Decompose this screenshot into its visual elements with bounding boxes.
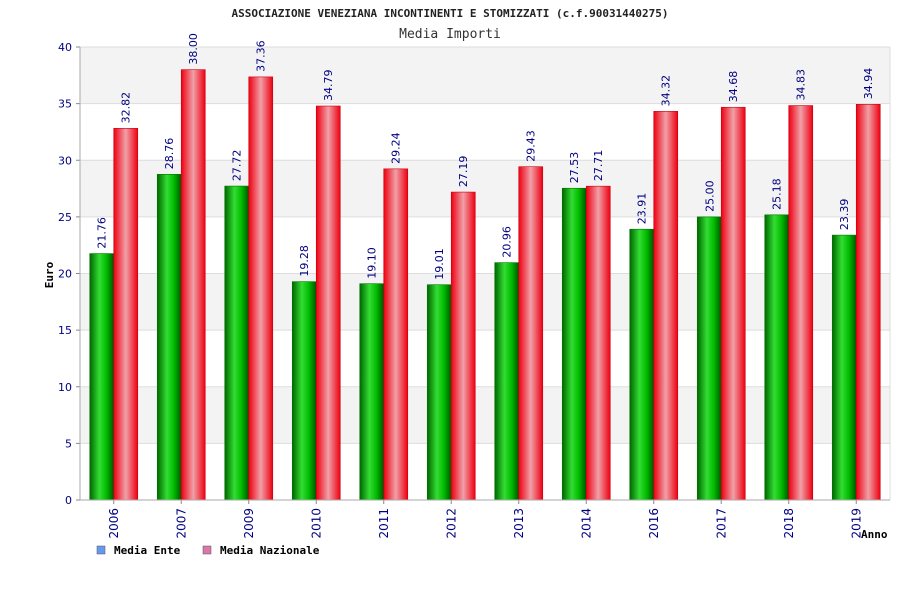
bar-media-nazionale-2012 (450, 191, 476, 501)
x-tick-label: 2017 (714, 508, 728, 539)
legend-label-media-nazionale: Media Nazionale (220, 544, 320, 557)
value-label: 29.24 (390, 132, 403, 164)
x-axis: 2006 2007 2009 2010 2011 2012 2013 2014 2016 2017… (80, 499, 890, 539)
bar-media-nazionale-2007 (180, 69, 206, 501)
y-tick-label: 30 (58, 154, 72, 167)
bar-media-ente-2018 (764, 214, 790, 501)
value-label: 32.82 (120, 92, 133, 124)
value-label: 34.94 (862, 68, 875, 100)
bar-media-nazionale-2006 (113, 128, 139, 501)
bar-media-ente-2010 (291, 281, 317, 501)
bar-media-nazionale-2018 (788, 105, 814, 501)
value-label: 34.83 (795, 69, 808, 101)
chart-subtitle: Media Importi (399, 27, 501, 42)
value-label: 27.71 (592, 150, 605, 182)
y-tick-label: 5 (65, 437, 72, 450)
x-tick-label: 2019 (849, 508, 863, 539)
y-tick-label: 25 (58, 211, 72, 224)
value-label: 38.00 (187, 33, 200, 65)
y-tick-label: 20 (58, 268, 72, 281)
value-label: 34.68 (727, 71, 740, 103)
value-label: 20.96 (501, 226, 514, 258)
x-tick-label: 2006 (107, 508, 121, 539)
value-label: 23.91 (636, 193, 649, 225)
chart-title: ASSOCIAZIONE VENEZIANA INCONTINENTI E ST… (231, 7, 668, 20)
x-tick-label: 2012 (444, 508, 458, 539)
plot-band (80, 47, 890, 104)
bar-media-nazionale-2009 (248, 76, 274, 501)
bar-media-ente-2014 (561, 187, 587, 501)
value-label: 19.28 (298, 245, 311, 277)
legend-swatch-media-nazionale (202, 545, 212, 555)
x-tick-label: 2011 (377, 508, 391, 539)
bar-media-nazionale-2010 (315, 105, 341, 501)
value-label: 37.36 (255, 40, 268, 72)
value-label: 23.39 (838, 199, 851, 231)
x-tick-label: 2014 (579, 508, 593, 539)
bar-media-nazionale-2016 (653, 111, 679, 501)
bar-media-ente-2012 (426, 284, 452, 501)
x-tick-label: 2009 (242, 508, 256, 539)
value-label: 29.43 (525, 130, 538, 162)
bar-media-nazionale-2017 (720, 106, 746, 501)
y-tick-label: 10 (58, 381, 72, 394)
bar-media-nazionale-2011 (383, 168, 409, 501)
plot-band (80, 330, 890, 387)
bar-media-nazionale-2014 (585, 185, 611, 501)
y-tick-label: 15 (58, 324, 72, 337)
x-tick-label: 2018 (782, 508, 796, 539)
x-tick-label: 2010 (309, 508, 323, 539)
value-label: 27.72 (231, 150, 244, 182)
legend: Media Ente Media Nazionale (96, 544, 320, 557)
bar-media-ente-2013 (494, 262, 520, 501)
plot-band (80, 160, 890, 217)
y-tick-label: 35 (58, 98, 72, 111)
bar-media-ente-2007 (156, 173, 182, 501)
y-tick-label: 0 (65, 494, 72, 507)
x-tick-label: 2007 (174, 508, 188, 539)
y-tick-label: 40 (58, 41, 72, 54)
value-label: 27.19 (457, 156, 470, 188)
bar-media-ente-2011 (359, 283, 385, 501)
legend-label-media-ente: Media Ente (114, 544, 181, 557)
value-label: 19.10 (366, 247, 379, 279)
bar-media-nazionale-2019 (855, 104, 881, 501)
value-label: 25.18 (771, 178, 784, 210)
value-label: 27.53 (568, 152, 581, 184)
plot-band (80, 273, 890, 331)
x-axis-label: Anno (861, 528, 888, 541)
x-tick-label: 2016 (647, 508, 661, 539)
y-axis-label: Euro (43, 261, 56, 288)
bar-media-ente-2016 (629, 228, 655, 501)
plot-background (80, 47, 890, 500)
value-label: 28.76 (163, 138, 176, 170)
bar-media-ente-2017 (696, 216, 722, 501)
x-tick-label: 2013 (512, 508, 526, 539)
plot-band (80, 103, 890, 161)
legend-swatch-media-ente (96, 545, 106, 555)
bar-media-nazionale-2013 (518, 166, 544, 501)
value-label: 34.79 (322, 70, 335, 102)
plot-band (80, 386, 890, 444)
bar-media-ente-2009 (224, 185, 250, 501)
value-label: 34.32 (660, 75, 673, 107)
bar-media-ente-2006 (89, 253, 115, 501)
value-label: 21.76 (96, 217, 109, 249)
bar-media-ente-2019 (831, 234, 857, 501)
y-axis: 0 5 10 15 20 25 30 35 40 (58, 41, 891, 507)
plot-band (80, 443, 890, 500)
bars: 21.76 32.82 28.76 38.00 27.72 37.36 19.28 34.79… (89, 33, 881, 501)
plot-band (80, 216, 890, 274)
value-label: 19.01 (433, 248, 446, 280)
value-label: 25.00 (703, 180, 716, 212)
